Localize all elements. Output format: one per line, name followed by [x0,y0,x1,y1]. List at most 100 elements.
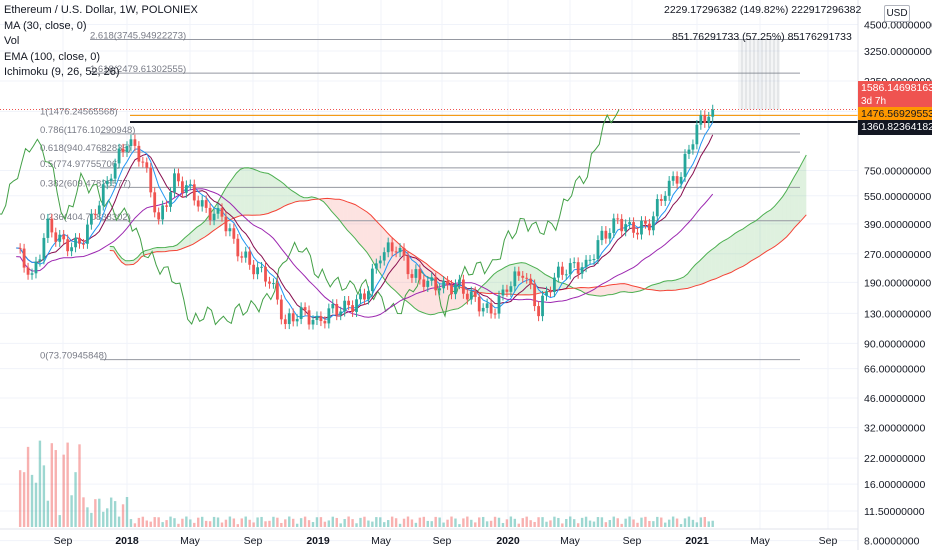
candle-body [50,218,54,233]
volume-bar [129,519,133,527]
legend-ichimoku[interactable]: Ichimoku (9, 26, 52, 26) [4,66,120,78]
candle-body [323,321,327,324]
measurement-label-1: 2229.17296382 (149.82%) 222917296382 [664,4,862,16]
countdown: 3d 7h [861,96,887,107]
candle-body [287,313,291,325]
cloud-segment [525,263,530,295]
candle-body [446,280,449,285]
volume-bar [596,517,600,527]
fib-label: 1(1476.24565568) [40,106,118,117]
candle-body [74,237,77,248]
volume-bar [699,517,703,527]
cloud-segment [663,280,668,291]
volume-bar [248,519,251,527]
candle-body [54,232,58,242]
volume-bar [422,516,426,527]
candle-body [549,291,552,293]
candle-body [291,313,295,322]
candle-body [137,145,141,162]
candle-body [66,239,70,252]
cloud-segment [517,262,522,295]
candle-body [315,316,319,320]
volume-bar [200,516,204,527]
volume-bar [584,516,588,527]
volume-bar [113,501,117,527]
volume-bar [667,519,671,527]
volume-bar [679,524,683,527]
candle-body [426,280,430,287]
cloud-segment [331,198,336,216]
x-tick-label: 2018 [115,535,139,547]
volume-bar [228,516,232,527]
candle-body [556,266,560,278]
cloud-segment [707,249,712,282]
y-tick-label: 90.00000000 [864,338,925,350]
cloud-segment [279,180,284,209]
volume-bar [624,518,627,527]
legend-ma[interactable]: MA (30, close, 0) [4,19,87,32]
volume-bar [295,523,299,527]
candle-body [663,195,667,201]
volume-bar [66,442,69,527]
cloud-segment [145,249,150,255]
cloud-segment [335,199,340,220]
candle-body [121,148,125,152]
candle-body [378,260,382,264]
cloud-segment [683,273,688,289]
volume-bar [481,516,485,527]
y-tick-label: 22.00000000 [864,453,925,465]
cloud-segment [735,230,740,271]
legend-ema[interactable]: EMA (100, close, 0) [4,50,100,63]
volume-bar [351,519,354,527]
volume-bar [185,516,188,527]
candle-body [26,267,30,275]
cloud-segment [628,284,633,293]
cloud-segment [699,257,704,285]
cloud-segment [564,283,569,290]
cloud-segment [632,285,637,293]
cloud-segment [228,178,233,221]
x-tick-label: 2019 [306,535,330,547]
volume-bar [197,517,200,527]
volume-bar [525,516,528,527]
volume-bar [553,516,556,527]
cloud-segment [244,167,249,216]
cloud-segment [133,257,138,265]
x-axis[interactable]: Sep 2018 May Sep 2019 May Sep 2020 May Sep 2021 May… [0,528,858,547]
cloud-segment [687,268,692,289]
volume-bar [478,517,481,527]
candle-body [454,284,457,295]
candle-body [636,232,639,235]
candle-body [212,213,216,221]
volume-bar [34,482,38,527]
candle-body [216,208,220,214]
volume-bar [620,523,623,527]
cloud-segment [157,247,162,252]
currency-button[interactable]: USD [884,5,910,22]
ichimoku-cloud [109,155,807,315]
candle-body [655,199,659,217]
candle-body [149,167,153,193]
candle-body [640,220,643,235]
cloud-segment [620,283,625,293]
cloud-segment [363,209,368,253]
volume-bar [145,520,148,527]
cloud-segment [695,261,700,286]
candle-body [228,228,232,232]
volume-bar [220,522,224,527]
cloud-segment [109,246,114,251]
volume-bar [485,521,489,527]
legend-title[interactable]: Ethereum / U.S. Dollar, 1W, POLONIEX [4,4,198,16]
cloud-segment [742,226,747,267]
cloud-segment [236,169,241,218]
volume-bar [82,497,85,527]
cloud-segment [343,200,348,231]
volume-bar [102,511,105,527]
volume-bar [660,517,663,527]
legend-vol[interactable]: Vol [4,35,20,47]
candle-body [38,259,42,262]
cloud-segment [651,284,656,291]
volume-bar [232,518,236,527]
volume-bar [193,522,196,527]
